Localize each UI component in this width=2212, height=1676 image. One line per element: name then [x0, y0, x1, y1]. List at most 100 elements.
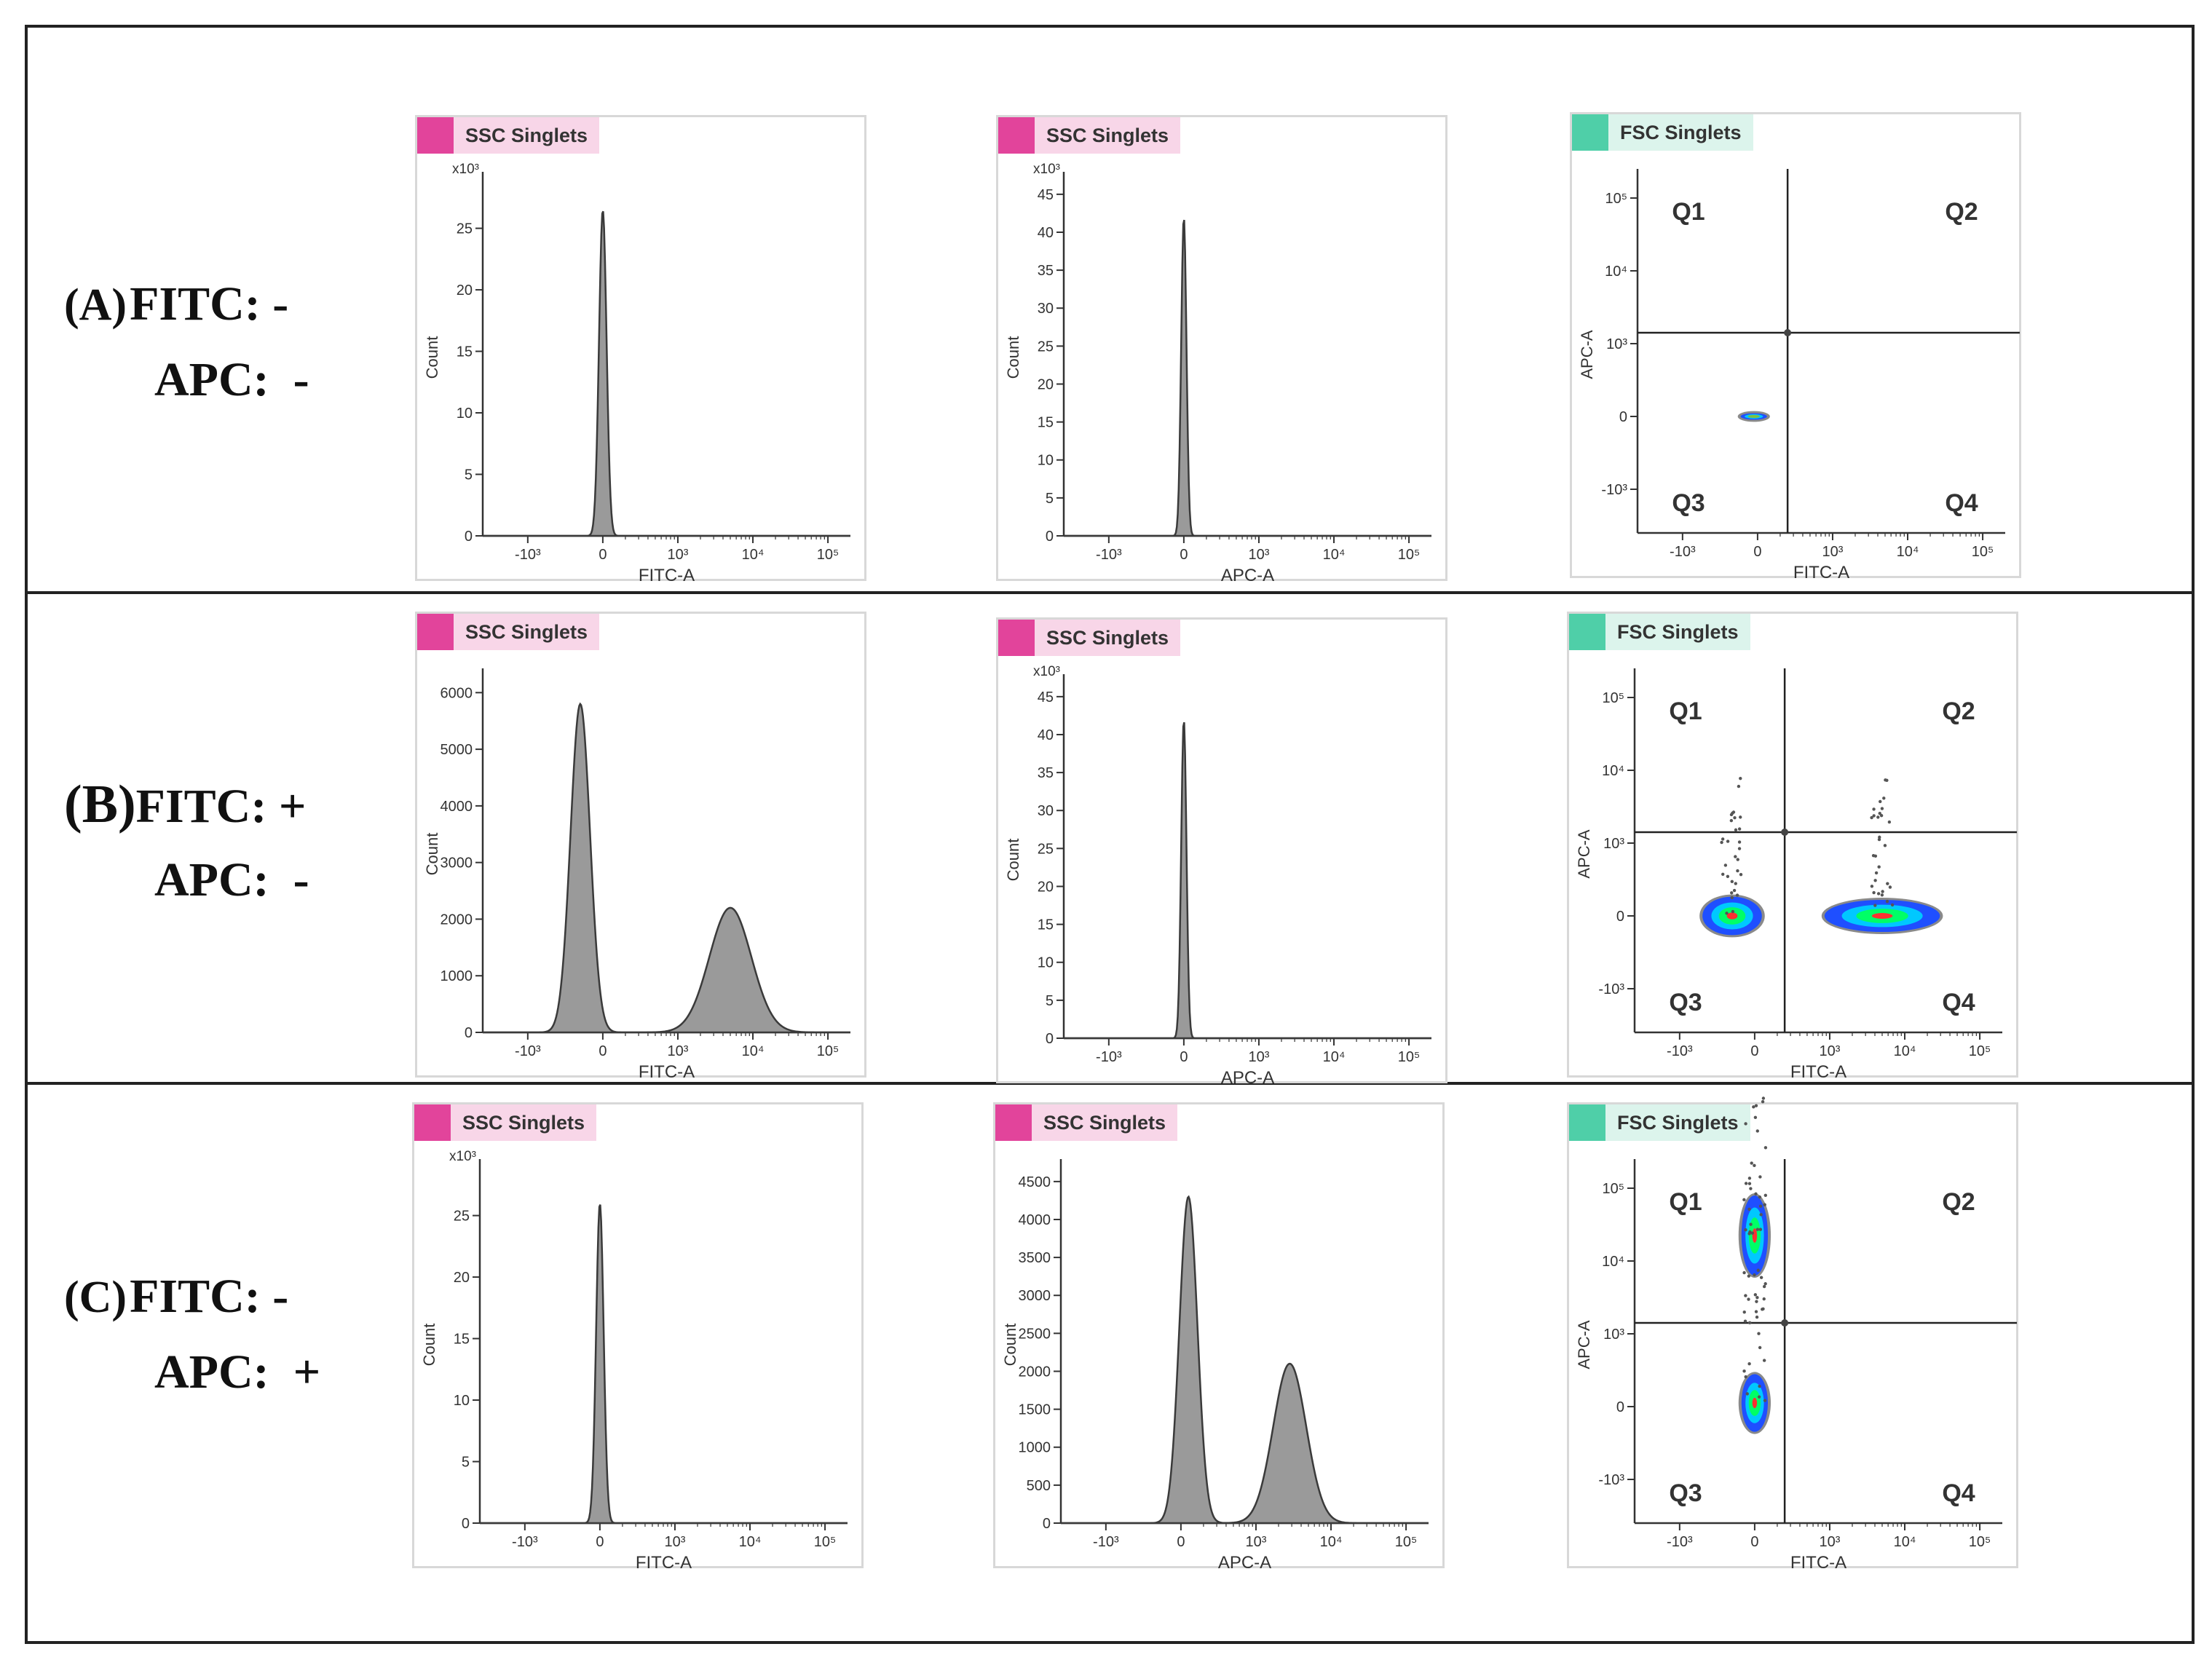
event-dot: [1723, 863, 1728, 867]
event-dot: [1762, 1284, 1766, 1289]
x-tick-label: 10⁵: [814, 1534, 837, 1550]
chart-panel-b3: FSC Singlets -10³ 0 10³ 10⁴ 10⁵ FITC-A APC-A -10…: [1567, 612, 2018, 1082]
y-tick-label: 3500: [1019, 1250, 1051, 1266]
x-tick-label: 10³: [668, 547, 689, 563]
event-dot: [1872, 807, 1876, 811]
header-swatch: [417, 614, 454, 650]
row-condition-apc: APC: +: [154, 1345, 321, 1399]
y-axis-label: APC-A: [1575, 1320, 1593, 1369]
y-tick-label: 40: [1038, 727, 1054, 743]
x-tick-label: -10³: [515, 547, 541, 563]
x-tick-label: 0: [1180, 1049, 1188, 1065]
y-tick-label: 10⁵: [1605, 191, 1627, 207]
chart-panel-c3: FSC Singlets -10³ 0 10³ 10⁴ 10⁵ FITC-A APC-A -10…: [1567, 1096, 2018, 1573]
event-dot: [1878, 835, 1881, 839]
y-axis-label: Count: [1004, 839, 1022, 882]
population-density-high: [1747, 415, 1760, 418]
y-axis-label: Count: [1001, 1324, 1019, 1367]
event-dot: [1744, 1122, 1747, 1126]
event-dot: [1731, 810, 1736, 814]
y-tick-label: 10: [454, 1393, 470, 1409]
event-dot: [1758, 1228, 1763, 1231]
quadrant-label-q4: Q4: [1945, 489, 1978, 517]
y-tick-label: 2000: [441, 912, 473, 928]
event-dot: [1877, 837, 1881, 842]
quadrant-label-q2: Q2: [1945, 198, 1978, 226]
event-dot: [1739, 776, 1742, 780]
event-dot: [1734, 882, 1737, 885]
x-tick-label: 10³: [1249, 547, 1270, 563]
event-dot: [1734, 828, 1738, 832]
x-axis-label: FITC-A: [1790, 1062, 1846, 1082]
chart-svg: -10³ 0 10³ 10⁴ 10⁵ FITC-A Count 0 5 10 15 20 25 x10³: [423, 162, 850, 585]
panel-header-title: FSC Singlets: [1605, 614, 1750, 650]
event-dot: [1873, 854, 1878, 858]
event-dot: [1758, 1345, 1762, 1350]
event-dot: [1873, 904, 1877, 907]
y-tick-label: 15: [454, 1332, 470, 1348]
y-tick-label: 0: [1043, 1516, 1051, 1532]
population-density-peak: [1871, 913, 1893, 919]
event-dot: [1753, 1163, 1756, 1168]
event-dot: [1876, 815, 1880, 819]
y-axis-label: Count: [1004, 336, 1022, 379]
row-condition-apc: APC: -: [154, 853, 309, 906]
x-tick-label: -10³: [1096, 547, 1122, 563]
event-dot: [1726, 874, 1730, 879]
quadrant-label-q2: Q2: [1942, 1188, 1975, 1216]
event-dot: [1753, 1293, 1758, 1297]
panel-header-title: SSC Singlets: [454, 614, 600, 650]
panel-header: FSC Singlets: [1569, 614, 1750, 650]
x-tick-label: 10⁵: [1969, 1043, 1991, 1059]
x-tick-label: 10⁴: [1320, 1534, 1343, 1550]
y-tick-label: -10³: [1601, 482, 1627, 498]
event-dot: [1739, 872, 1743, 877]
event-dot: [1736, 858, 1739, 861]
panel-header-title: FSC Singlets: [1608, 114, 1753, 151]
event-dot: [1752, 1105, 1755, 1109]
header-swatch: [995, 1104, 1032, 1141]
quadrant-label-q2: Q2: [1942, 697, 1975, 725]
x-tick-label: 10⁵: [817, 547, 840, 563]
histogram-series: [1064, 722, 1431, 1040]
x-tick-label: 10⁴: [1323, 547, 1346, 563]
y-tick-label: 4500: [1019, 1174, 1051, 1190]
event-dot: [1885, 899, 1889, 904]
event-dot: [1732, 888, 1737, 893]
figure-frame: [25, 25, 2195, 1644]
header-swatch: [1572, 114, 1608, 151]
event-dot: [1888, 885, 1892, 889]
event-dot: [1739, 815, 1742, 819]
row-condition-fitc: FITC: -: [130, 277, 289, 331]
y-tick-label: 0: [462, 1516, 470, 1532]
quadrant-label-q3: Q3: [1669, 1479, 1702, 1507]
event-dot: [1755, 1295, 1759, 1300]
panel-header: SSC Singlets: [414, 1104, 597, 1141]
event-dot: [1721, 872, 1725, 877]
event-dot: [1753, 1273, 1756, 1277]
event-dot: [1750, 1231, 1755, 1235]
row-divider-2: [25, 1082, 2195, 1085]
event-dot: [1762, 1297, 1766, 1301]
x-tick-label: 10³: [1822, 544, 1844, 560]
row-condition-fitc: FITC: +: [135, 780, 307, 833]
event-dot: [1877, 865, 1881, 869]
event-dot: [1870, 815, 1873, 820]
panel-header: SSC Singlets: [998, 117, 1181, 154]
event-dot: [1747, 1207, 1751, 1211]
row-divider-1: [25, 591, 2195, 594]
event-dot: [1881, 890, 1884, 893]
chart-panel-c1: SSC Singlets -10³ 0 10³ 10⁴ 10⁵ FITC-A Count 0 5 1…: [412, 1102, 864, 1573]
x-axis-label: FITC-A: [639, 1062, 695, 1082]
event-dot: [1763, 1203, 1766, 1206]
event-dot: [1731, 909, 1735, 914]
x-tick-label: 10³: [1820, 1043, 1841, 1059]
event-dot: [1744, 1375, 1747, 1379]
y-tick-label: 4000: [441, 799, 473, 815]
x-tick-label: 10⁵: [817, 1043, 840, 1059]
x-tick-label: 10³: [668, 1043, 689, 1059]
x-tick-label: 0: [1750, 1043, 1758, 1059]
event-dot: [1749, 1222, 1753, 1226]
event-dot: [1880, 893, 1884, 897]
event-dot: [1754, 1104, 1758, 1107]
